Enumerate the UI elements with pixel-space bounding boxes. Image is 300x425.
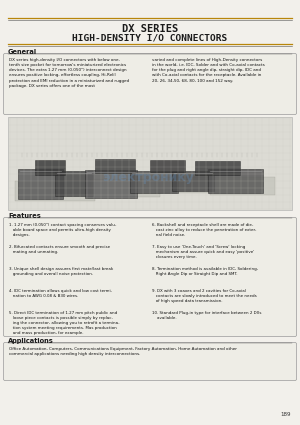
Bar — [210, 177, 275, 195]
Text: varied and complete lines of High-Density connectors
in the world, i.e. IDC, Sol: varied and complete lines of High-Densit… — [152, 58, 265, 82]
Text: 4. IDC termination allows quick and low cost termi-
   nation to AWG 0.08 & B30 : 4. IDC termination allows quick and low … — [9, 289, 112, 298]
Text: 7. Easy to use 'One-Touch' and 'Screw' locking
   mechanism and assure quick and: 7. Easy to use 'One-Touch' and 'Screw' l… — [152, 245, 254, 259]
Bar — [208, 169, 263, 193]
Text: 9. DX with 3 coaxes and 2 cavities for Co-axial
   contacts are slowly introduce: 9. DX with 3 coaxes and 2 cavities for C… — [152, 289, 257, 303]
Bar — [195, 161, 240, 175]
Bar — [55, 171, 93, 196]
Bar — [18, 169, 63, 199]
FancyBboxPatch shape — [8, 117, 292, 210]
Text: 5. Direct IDC termination of 1.27 mm pitch public and
   loose piece contacts is: 5. Direct IDC termination of 1.27 mm pit… — [9, 311, 120, 335]
Text: 189: 189 — [280, 412, 291, 417]
Text: 2. Bifurcated contacts ensure smooth and precise
   mating and unmating.: 2. Bifurcated contacts ensure smooth and… — [9, 245, 110, 254]
Bar — [35, 160, 65, 175]
Bar — [150, 160, 185, 172]
Bar — [90, 179, 160, 197]
FancyBboxPatch shape — [4, 218, 296, 337]
Text: DX SERIES: DX SERIES — [122, 24, 178, 34]
Bar — [155, 177, 215, 193]
FancyBboxPatch shape — [4, 54, 296, 114]
Bar — [85, 170, 137, 198]
Bar — [130, 171, 178, 193]
Text: DX series high-density I/O connectors with below one-
tenth size pocket for tomo: DX series high-density I/O connectors wi… — [9, 58, 129, 88]
Text: Applications: Applications — [8, 338, 54, 344]
Text: 8. Termination method is available in IDC, Soldering,
   Right Angle Dip or Stra: 8. Termination method is available in ID… — [152, 267, 258, 276]
FancyBboxPatch shape — [4, 343, 296, 380]
Text: 6. Backshell and receptacle shell are made of die-
   cast zinc alloy to reduce : 6. Backshell and receptacle shell are ma… — [152, 223, 256, 237]
Bar — [95, 159, 135, 173]
Text: 10. Standard Plug-in type for interface between 2 DXs
    available.: 10. Standard Plug-in type for interface … — [152, 311, 262, 320]
Text: Features: Features — [8, 213, 41, 219]
Text: General: General — [8, 49, 37, 55]
Text: HIGH-DENSITY I/O CONNECTORS: HIGH-DENSITY I/O CONNECTORS — [72, 34, 228, 43]
Bar — [15, 181, 95, 201]
Bar — [172, 171, 214, 191]
Text: 3. Unique shell design assures first mate/last break
   grounding and overall no: 3. Unique shell design assures first mat… — [9, 267, 113, 276]
Text: 1. 1.27 mm (0.050") contact spacing conserves valu-
   able board space and perm: 1. 1.27 mm (0.050") contact spacing cons… — [9, 223, 116, 237]
Text: электронику: электронику — [102, 170, 194, 184]
Text: Office Automation, Computers, Communications Equipment, Factory Automation, Home: Office Automation, Computers, Communicat… — [9, 347, 237, 356]
